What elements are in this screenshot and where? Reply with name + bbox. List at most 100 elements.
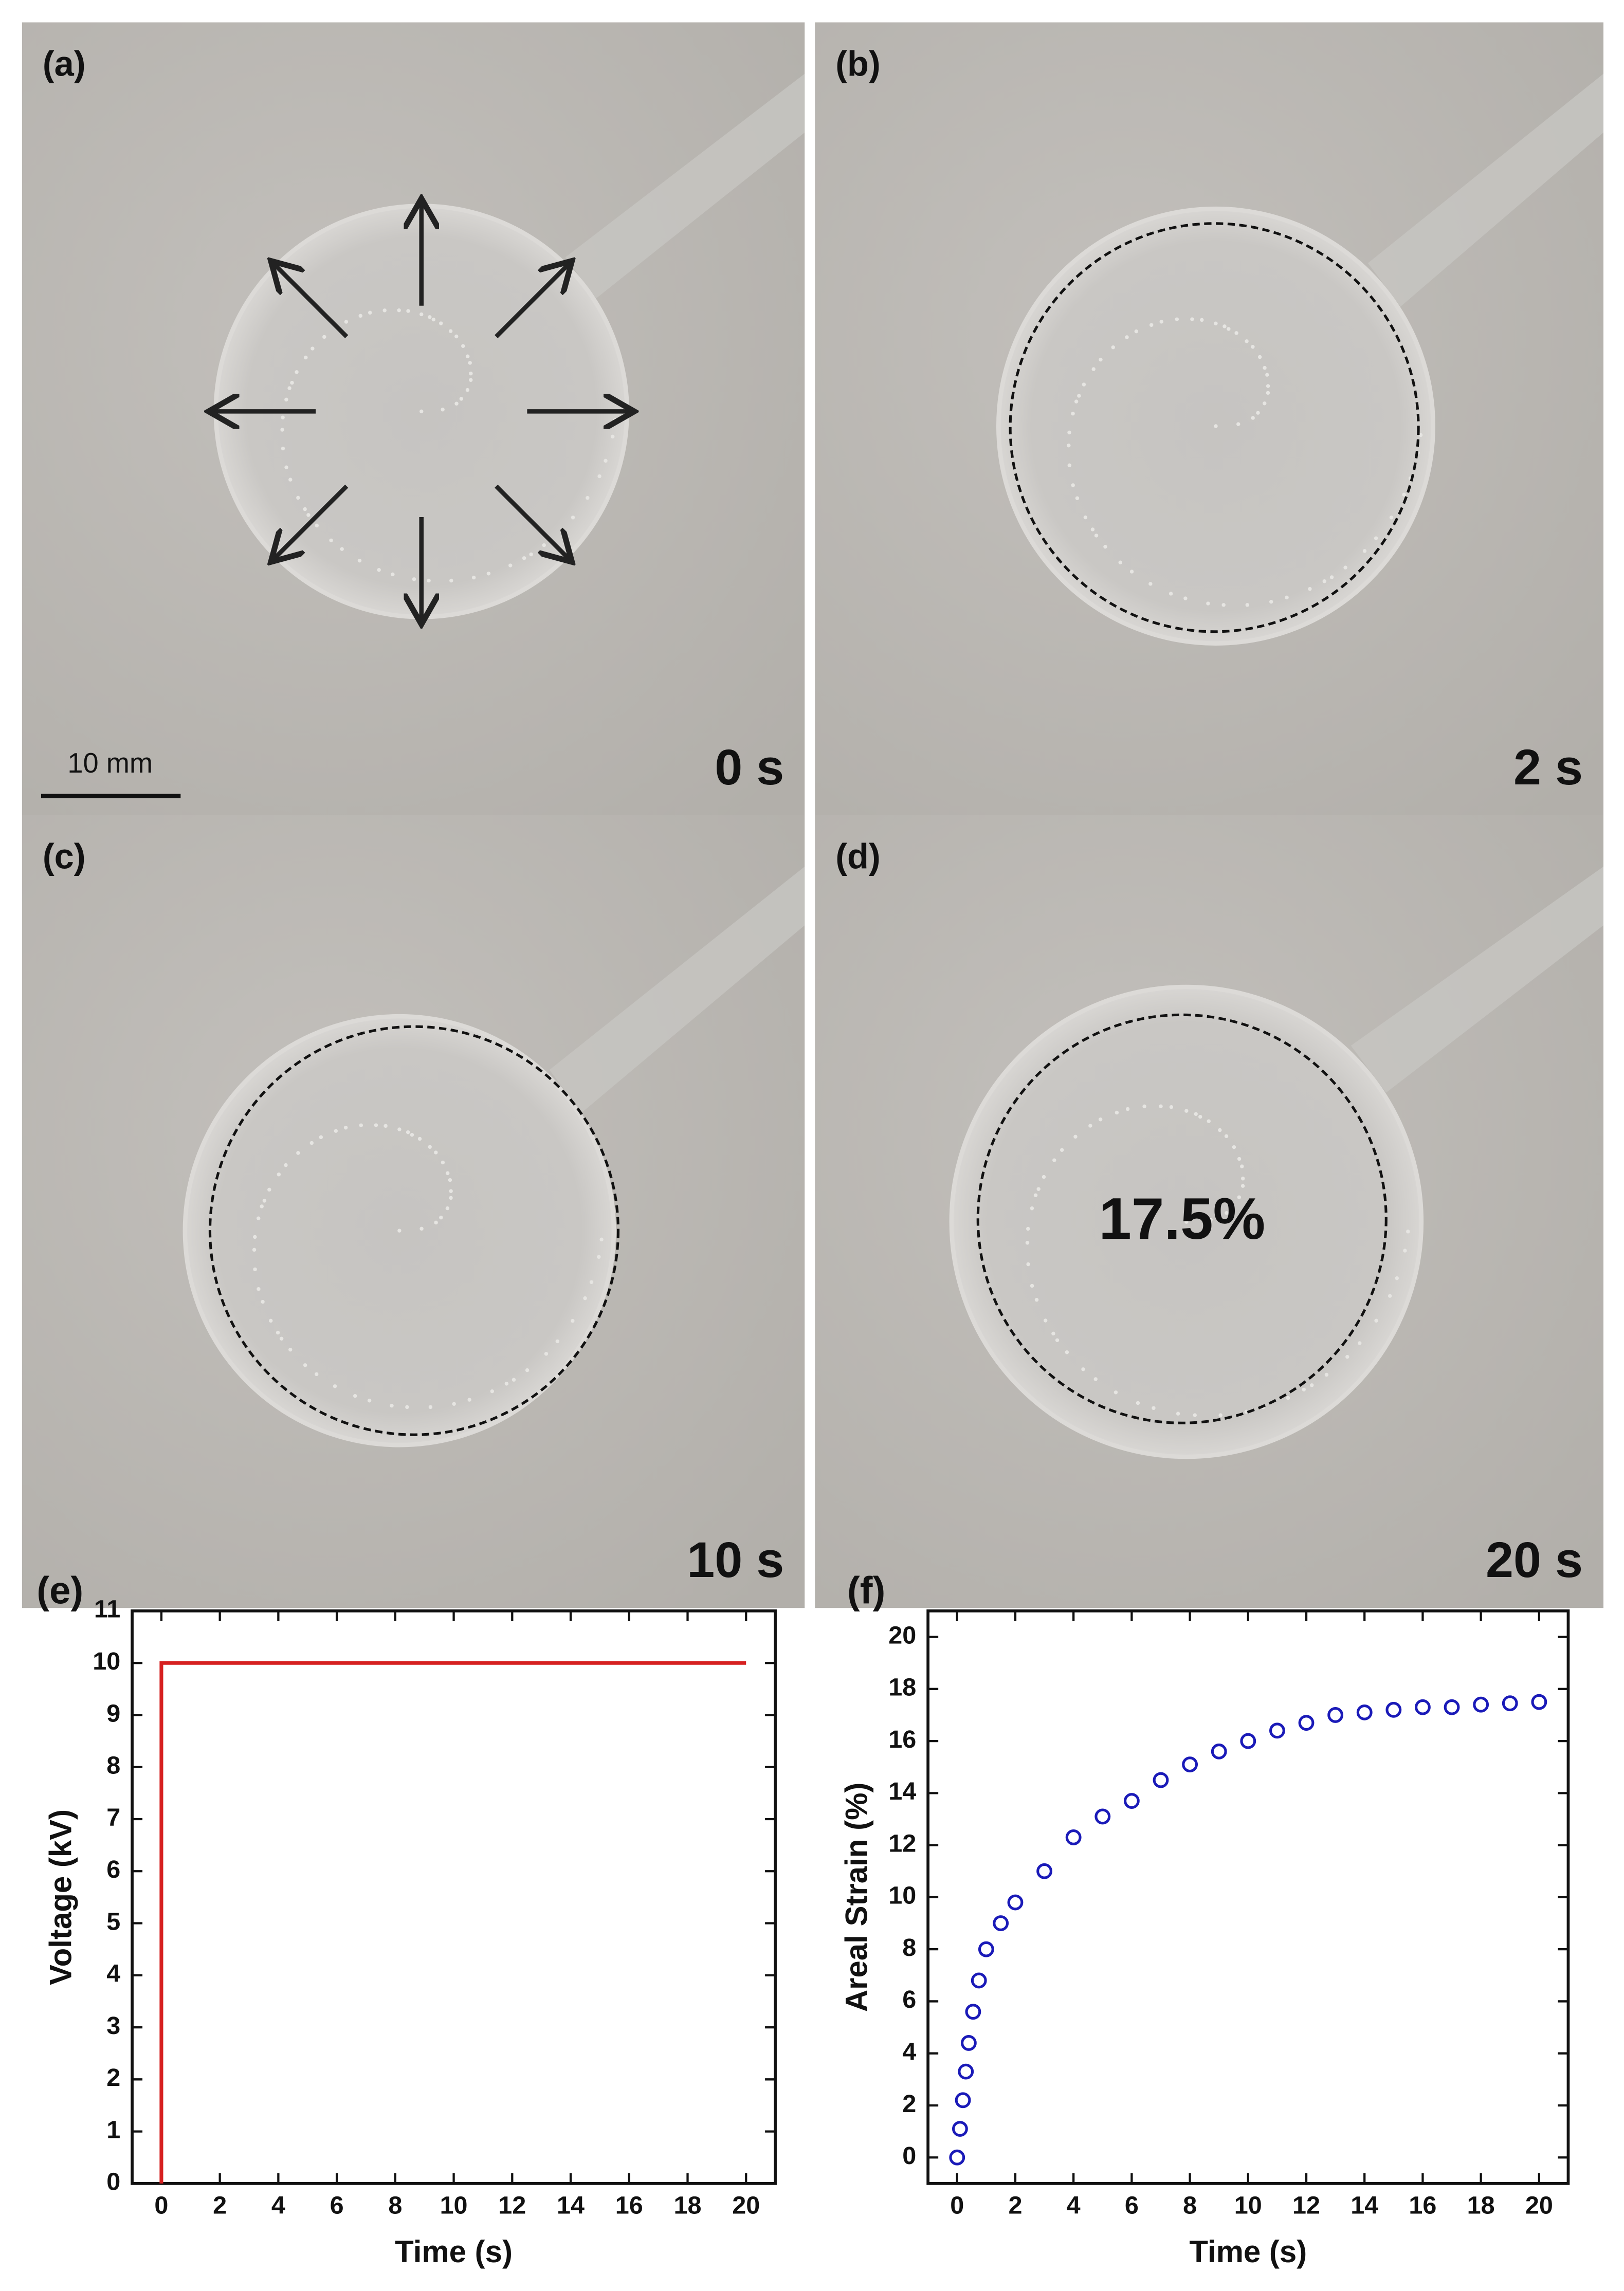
x-tick-label: 4 — [1067, 2191, 1081, 2219]
gel-speck — [359, 1123, 363, 1127]
data-point — [1007, 1894, 1024, 1911]
gel-speck — [417, 1137, 422, 1141]
gel-speck — [441, 408, 445, 412]
gel-speck — [303, 1363, 307, 1367]
data-point — [978, 1941, 994, 1957]
gel-speck — [1103, 544, 1107, 549]
gel-speck — [445, 1206, 450, 1211]
gel-speck — [1232, 1145, 1236, 1149]
gel-speck — [586, 496, 590, 500]
gel-speck — [1418, 433, 1423, 437]
time-label: 10 s — [687, 1532, 784, 1588]
gel-speck — [471, 575, 476, 580]
x-tick-label: 12 — [498, 2191, 526, 2219]
gel-speck — [1218, 1413, 1222, 1417]
gel-speck — [1067, 443, 1071, 448]
x-tick-label: 14 — [1351, 2191, 1378, 2219]
gel-speck — [459, 397, 464, 401]
gel-speck — [1234, 331, 1238, 335]
gel-speck — [253, 1267, 257, 1272]
gel-speck — [290, 380, 294, 385]
gel-speck — [419, 409, 424, 414]
y-tick-label: 8 — [902, 1934, 916, 1962]
x-axis-label: Time (s) — [1189, 2234, 1307, 2269]
gel-speck — [599, 1237, 604, 1242]
data-point — [949, 2149, 965, 2166]
gel-speck — [434, 1150, 438, 1154]
gel-speck — [544, 1352, 549, 1356]
gel-speck — [257, 1287, 261, 1291]
gel-speck — [344, 320, 349, 324]
gel-speck — [1060, 1148, 1064, 1152]
gel-speck — [1251, 416, 1255, 420]
gel-speck — [1222, 324, 1227, 328]
gel-speck — [1159, 1104, 1163, 1108]
x-axis-label: Time (s) — [395, 2234, 513, 2269]
gel-speck — [1030, 1284, 1034, 1288]
gel-speck — [1169, 592, 1173, 596]
data-point — [1123, 1793, 1140, 1809]
gel-speck — [1183, 596, 1188, 600]
gel-speck — [522, 556, 526, 560]
gel-speck — [1030, 1206, 1034, 1211]
gel-speck — [260, 1204, 264, 1208]
gel-speck — [1118, 560, 1122, 564]
gel-speck — [1200, 318, 1204, 322]
gel-speck — [390, 1403, 394, 1408]
gel-speck — [1343, 565, 1347, 570]
y-axis-label: Voltage (kV) — [44, 1809, 78, 1985]
gel-speck — [1286, 1396, 1290, 1400]
tube — [549, 866, 805, 1113]
gel-speck — [454, 401, 459, 406]
gel-speck — [1074, 399, 1079, 404]
gel-speck — [467, 1398, 471, 1402]
gel-speck — [1094, 534, 1099, 538]
gel-speck — [1389, 516, 1394, 520]
gel-speck — [1055, 1338, 1060, 1342]
gel-speck — [382, 308, 387, 313]
x-tick-label: 6 — [330, 2191, 344, 2219]
gel-speck — [1065, 1350, 1069, 1354]
gel-speck — [406, 309, 410, 313]
gel-speck — [367, 1399, 372, 1403]
plot-frame — [926, 1609, 1570, 2185]
gel-speck — [465, 354, 470, 358]
gel-speck — [1115, 1110, 1119, 1115]
gel-speck — [597, 1255, 601, 1259]
gel-speck — [1358, 1341, 1362, 1345]
scale-label: 10 mm — [67, 748, 153, 779]
gel-speck — [1149, 323, 1154, 327]
x-tick-label: 10 — [1234, 2191, 1262, 2219]
gel-speck — [358, 314, 362, 318]
gel-speck — [304, 355, 308, 360]
y-tick-label: 16 — [888, 1726, 916, 1753]
y-tick-label: 12 — [888, 1829, 916, 1857]
y-tick-label: 6 — [106, 1856, 120, 1883]
data-point — [1385, 1701, 1402, 1718]
gel-speck — [296, 496, 300, 500]
gel-speck — [1251, 345, 1255, 349]
y-tick-label: 0 — [902, 2142, 916, 2170]
gel-speck — [357, 558, 362, 563]
gel-speck — [1043, 1318, 1048, 1323]
gel-speck — [252, 1248, 257, 1252]
gel-speck — [1388, 1294, 1392, 1298]
gel-speck — [610, 434, 615, 439]
gel-speck — [1071, 483, 1075, 487]
gel-speck — [428, 315, 432, 319]
x-tick-label: 4 — [271, 2191, 285, 2219]
y-tick-label: 20 — [888, 1621, 916, 1649]
gel-speck — [1302, 1387, 1306, 1392]
gel-speck — [1198, 1114, 1202, 1119]
gel-speck — [1263, 401, 1267, 406]
gel-speck — [269, 1318, 273, 1323]
gel-speck — [1152, 1406, 1156, 1410]
gel-speck — [276, 1330, 280, 1335]
data-point — [960, 2035, 977, 2051]
tube — [565, 74, 805, 299]
gel-speck — [427, 578, 431, 583]
gel-speck — [1052, 1158, 1056, 1162]
gel-speck — [406, 1130, 410, 1134]
data-point — [1153, 1772, 1169, 1788]
y-tick-label: 2 — [902, 2090, 916, 2118]
